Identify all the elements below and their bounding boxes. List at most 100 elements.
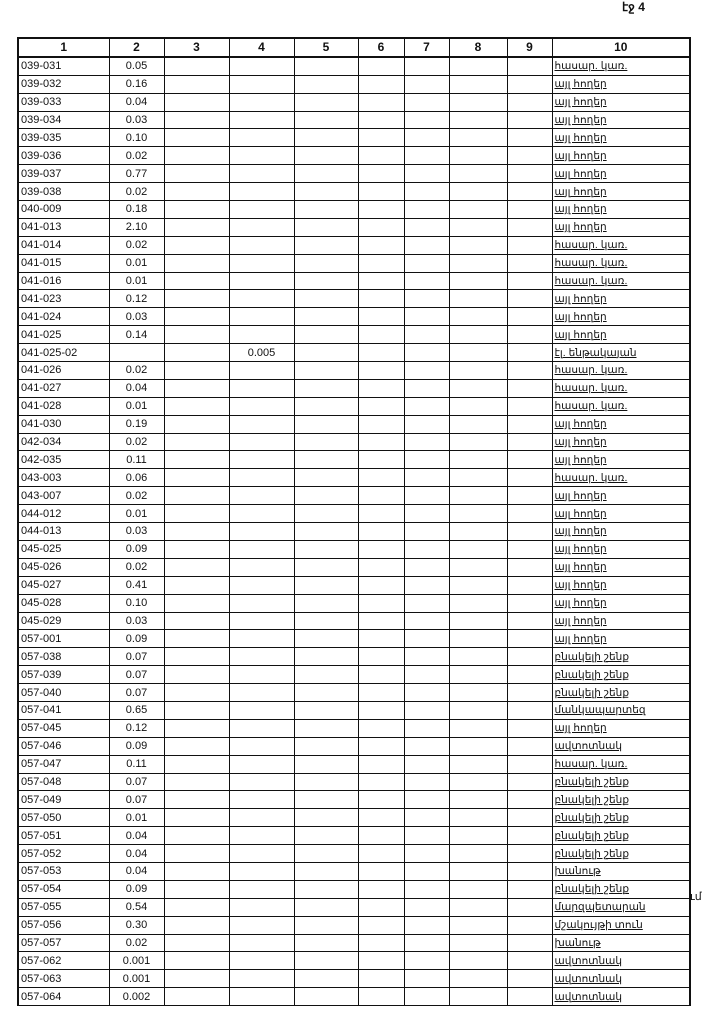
cell-col-4 bbox=[228, 56, 295, 76]
cell-col-7 bbox=[403, 253, 450, 273]
cell-col-7 bbox=[403, 593, 450, 613]
cell-col-7 bbox=[403, 504, 450, 524]
cell-col-4 bbox=[228, 414, 295, 434]
cell-col-4 bbox=[228, 378, 295, 398]
cell-col-8 bbox=[448, 468, 508, 488]
cell-col-9 bbox=[506, 611, 553, 631]
cell-col-5 bbox=[293, 861, 359, 881]
cell-col-4 bbox=[228, 504, 295, 524]
cell-col-2: 0.001 bbox=[108, 951, 165, 971]
cell-col-7 bbox=[403, 146, 450, 166]
cell-col-4 bbox=[228, 468, 295, 488]
table-row: 041-023 0.12 այլ հողեր bbox=[17, 289, 691, 309]
cell-col-10: բնակելի շենք bbox=[551, 826, 691, 846]
cell-col-5 bbox=[293, 593, 359, 613]
table-row: 057-054 0.09 բնակելի շենք bbox=[17, 879, 691, 899]
cell-col-7 bbox=[403, 343, 450, 363]
cell-col-6 bbox=[357, 879, 405, 899]
cell-col-4 bbox=[228, 432, 295, 452]
cell-col-8 bbox=[448, 629, 508, 649]
table-row: 045-027 0.41 այլ հողեր bbox=[17, 575, 691, 595]
cell-col-5 bbox=[293, 700, 359, 720]
cell-col-3 bbox=[163, 56, 230, 76]
cell-col-3 bbox=[163, 164, 230, 184]
cell-col-5 bbox=[293, 790, 359, 810]
cell-col-3 bbox=[163, 146, 230, 166]
cell-col-3 bbox=[163, 235, 230, 255]
cell-col-10: հասար. կառ. bbox=[551, 396, 691, 416]
cell-col-1: 057-041 bbox=[17, 700, 110, 720]
cell-col-5 bbox=[293, 414, 359, 434]
cell-col-10: այլ հողեր bbox=[551, 92, 691, 112]
cell-col-8 bbox=[448, 557, 508, 577]
cell-col-7 bbox=[403, 110, 450, 130]
cell-col-4 bbox=[228, 683, 295, 702]
cell-col-9 bbox=[506, 92, 553, 112]
cell-col-9 bbox=[506, 879, 553, 899]
cell-col-3 bbox=[163, 432, 230, 452]
cell-col-1: 041-026 bbox=[17, 361, 110, 380]
cell-col-6 bbox=[357, 396, 405, 416]
cell-col-4 bbox=[228, 146, 295, 166]
cell-col-6 bbox=[357, 808, 405, 828]
cell-col-6 bbox=[357, 826, 405, 846]
table-row: 042-034 0.02 այլ հողեր bbox=[17, 432, 691, 452]
cell-col-9 bbox=[506, 700, 553, 720]
cell-col-2: 0.04 bbox=[108, 861, 165, 881]
cell-col-5 bbox=[293, 754, 359, 774]
cell-col-4 bbox=[228, 235, 295, 255]
cell-col-5 bbox=[293, 808, 359, 828]
cell-col-1: 043-003 bbox=[17, 468, 110, 488]
cell-col-8 bbox=[448, 56, 508, 76]
cell-col-5 bbox=[293, 164, 359, 184]
cell-col-10: բնակելի շենք bbox=[551, 772, 691, 792]
cell-col-8 bbox=[448, 593, 508, 613]
cell-col-1: 057-046 bbox=[17, 736, 110, 756]
table-row: 057-057 0.02 խանութ bbox=[17, 933, 691, 953]
cell-col-8 bbox=[448, 790, 508, 810]
cell-col-2: 0.14 bbox=[108, 325, 165, 345]
cell-col-7 bbox=[403, 879, 450, 899]
cell-col-3 bbox=[163, 718, 230, 738]
cell-col-2: 0.18 bbox=[108, 200, 165, 219]
cell-col-1: 045-028 bbox=[17, 593, 110, 613]
cell-col-9 bbox=[506, 378, 553, 398]
cell-col-3 bbox=[163, 504, 230, 524]
table-row: 057-049 0.07 բնակելի շենք bbox=[17, 790, 691, 810]
cell-col-1: 041-028 bbox=[17, 396, 110, 416]
cell-col-3 bbox=[163, 396, 230, 416]
cell-col-1: 057-045 bbox=[17, 718, 110, 738]
cell-col-5 bbox=[293, 235, 359, 255]
table-row: 057-055 0.54 մարզպետարան bbox=[17, 897, 691, 917]
cell-col-5 bbox=[293, 396, 359, 416]
table-row: 041-013 2.10 այլ հողեր bbox=[17, 217, 691, 237]
cell-col-3 bbox=[163, 951, 230, 971]
cell-col-9 bbox=[506, 575, 553, 595]
cell-col-3 bbox=[163, 92, 230, 112]
cell-col-9 bbox=[506, 468, 553, 488]
cell-col-10: բնակելի շենք bbox=[551, 683, 691, 702]
table-row: 041-025-02 0.005 էլ. ենթակայան bbox=[17, 343, 691, 363]
cell-col-10: այլ հողեր bbox=[551, 128, 691, 148]
column-header-7: 7 bbox=[403, 37, 450, 58]
cell-col-10: այլ հողեր bbox=[551, 504, 691, 524]
cell-col-9 bbox=[506, 808, 553, 828]
cell-col-10: բնակելի շենք bbox=[551, 808, 691, 828]
cell-col-10: այլ հողեր bbox=[551, 557, 691, 577]
table-row: 057-046 0.09 ավտոտնակ bbox=[17, 736, 691, 756]
table-row: 057-047 0.11 հասար. կառ. bbox=[17, 754, 691, 774]
cell-col-7 bbox=[403, 182, 450, 202]
cell-col-7 bbox=[403, 969, 450, 989]
cell-col-4 bbox=[228, 539, 295, 559]
cell-col-1: 057-063 bbox=[17, 969, 110, 989]
column-header-5: 5 bbox=[293, 37, 359, 58]
cell-col-7 bbox=[403, 683, 450, 702]
cell-col-1: 057-062 bbox=[17, 951, 110, 971]
cell-col-2: 0.12 bbox=[108, 718, 165, 738]
cell-col-9 bbox=[506, 504, 553, 524]
cell-col-4 bbox=[228, 396, 295, 416]
table-row: 040-009 0.18 այլ հողեր bbox=[17, 200, 691, 219]
cell-col-8 bbox=[448, 844, 508, 863]
cell-col-3 bbox=[163, 826, 230, 846]
cell-col-7 bbox=[403, 826, 450, 846]
